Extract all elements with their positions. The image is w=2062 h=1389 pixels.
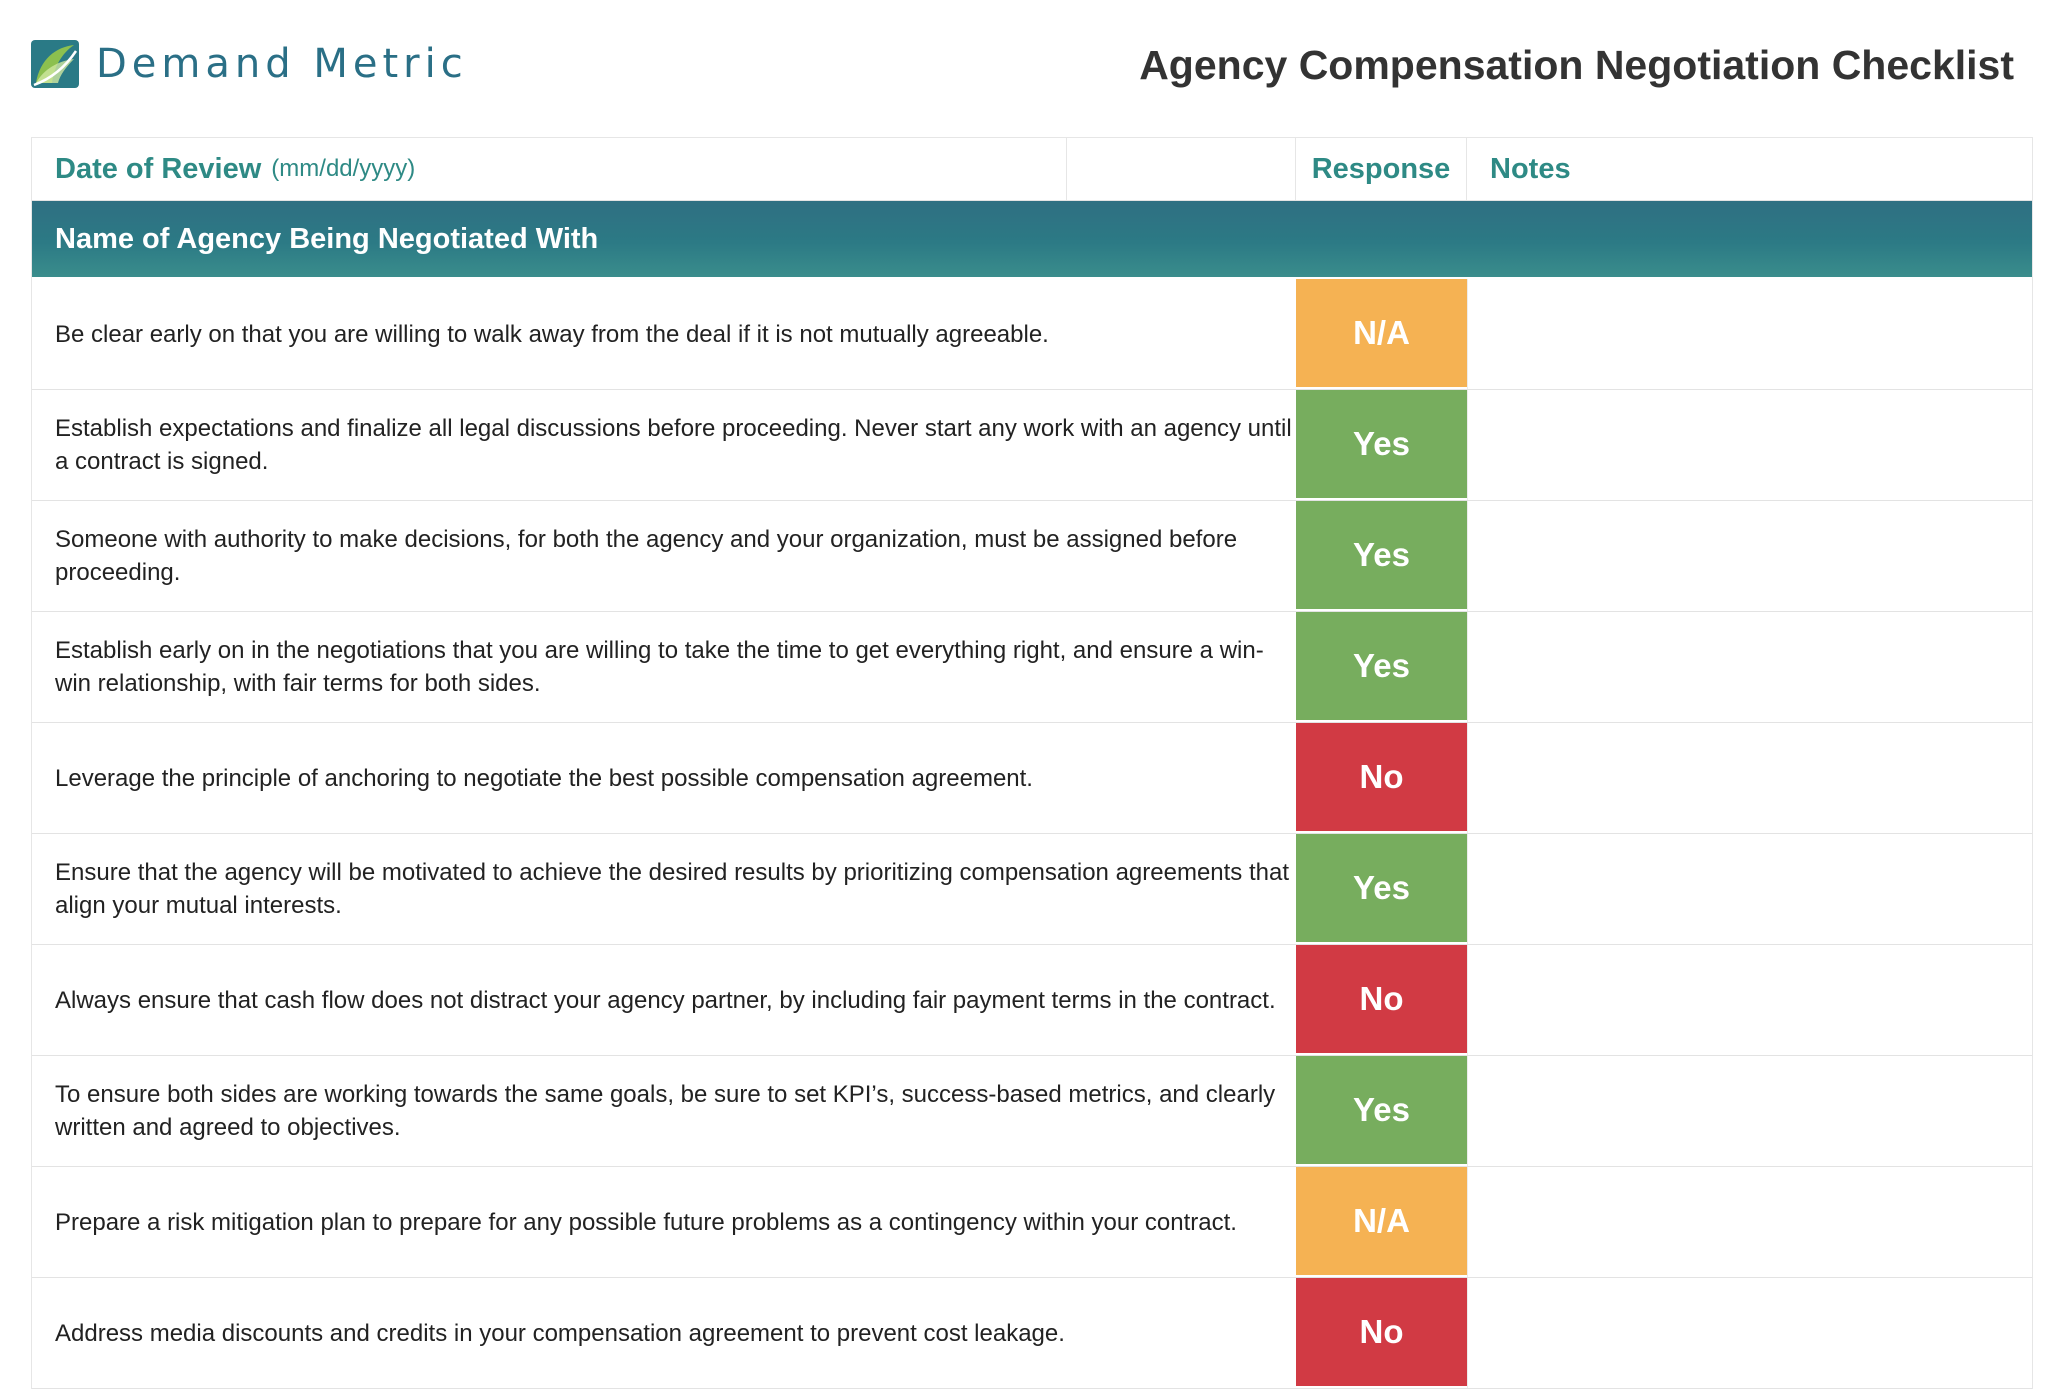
checklist-item-text-cell: Establish early on in the negotiations t… xyxy=(32,612,1296,722)
notes-field[interactable] xyxy=(1467,945,2032,1055)
checklist-item-text: Establish expectations and finalize all … xyxy=(55,415,1292,475)
checklist-items: Be clear early on that you are willing t… xyxy=(32,279,2032,1389)
checklist-item-text: Be clear early on that you are willing t… xyxy=(55,320,1049,348)
agency-name-label: Name of Agency Being Negotiated With xyxy=(55,222,599,255)
notes-field[interactable] xyxy=(1467,501,2032,611)
notes-field[interactable] xyxy=(1467,390,2032,500)
response-badge[interactable]: Yes xyxy=(1296,390,1467,500)
response-badge[interactable]: No xyxy=(1296,1278,1467,1388)
checklist-row: To ensure both sides are working towards… xyxy=(32,1056,2032,1167)
checklist-row: Leverage the principle of anchoring to n… xyxy=(32,723,2032,834)
page-header: Demand Metric Agency Compensation Negoti… xyxy=(0,0,2062,134)
page-title: Agency Compensation Negotiation Checklis… xyxy=(1139,42,2014,88)
brand[interactable]: Demand Metric xyxy=(30,36,468,92)
checklist-item-text-cell: Ensure that the agency will be motivated… xyxy=(32,834,1296,944)
response-badge[interactable]: N/A xyxy=(1296,1167,1467,1277)
notes-field[interactable] xyxy=(1467,279,2032,389)
checklist-item-text-cell: Be clear early on that you are willing t… xyxy=(32,279,1296,389)
checklist-item-text-cell: Always ensure that cash flow does not di… xyxy=(32,945,1296,1055)
checklist-item-text: Prepare a risk mitigation plan to prepar… xyxy=(55,1208,1237,1236)
date-of-review-field[interactable] xyxy=(1067,138,1296,200)
checklist-row: Prepare a risk mitigation plan to prepar… xyxy=(32,1167,2032,1278)
checklist-item-text-cell: Establish expectations and finalize all … xyxy=(32,390,1296,500)
checklist-item-text: Leverage the principle of anchoring to n… xyxy=(55,764,1033,792)
response-badge[interactable]: Yes xyxy=(1296,834,1467,944)
date-format-hint: (mm/dd/yyyy) xyxy=(271,155,416,182)
notes-field[interactable] xyxy=(1467,834,2032,944)
checklist-row: Always ensure that cash flow does not di… xyxy=(32,945,2032,1056)
checklist-row: Someone with authority to make decisions… xyxy=(32,501,2032,612)
checklist-table: Date of Review (mm/dd/yyyy) Response Not… xyxy=(31,137,2033,1389)
checklist-row: Establish early on in the negotiations t… xyxy=(32,612,2032,723)
response-badge[interactable]: No xyxy=(1296,723,1467,833)
response-badge[interactable]: Yes xyxy=(1296,501,1467,611)
checklist-row: Ensure that the agency will be motivated… xyxy=(32,834,2032,945)
notes-field[interactable] xyxy=(1467,1056,2032,1166)
notes-field[interactable] xyxy=(1467,723,2032,833)
notes-field[interactable] xyxy=(1467,1278,2032,1388)
notes-column-header: Notes xyxy=(1490,152,1571,185)
agency-name-band[interactable]: Name of Agency Being Negotiated With xyxy=(32,201,2032,279)
checklist-item-text: Establish early on in the negotiations t… xyxy=(55,637,1264,697)
notes-field[interactable] xyxy=(1467,1167,2032,1277)
checklist-row: Be clear early on that you are willing t… xyxy=(32,279,2032,390)
date-label-text: Date of Review xyxy=(55,152,262,185)
checklist-row: Establish expectations and finalize all … xyxy=(32,390,2032,501)
table-header-row: Date of Review (mm/dd/yyyy) Response Not… xyxy=(32,138,2032,201)
checklist-item-text-cell: Prepare a risk mitigation plan to prepar… xyxy=(32,1167,1296,1277)
date-of-review-label: Date of Review (mm/dd/yyyy) xyxy=(32,138,1067,200)
response-badge[interactable]: N/A xyxy=(1296,279,1467,389)
checklist-item-text-cell: Leverage the principle of anchoring to n… xyxy=(32,723,1296,833)
checklist-item-text-cell: Someone with authority to make decisions… xyxy=(32,501,1296,611)
checklist-item-text-cell: Address media discounts and credits in y… xyxy=(32,1278,1296,1388)
response-badge[interactable]: No xyxy=(1296,945,1467,1055)
checklist-item-text: Ensure that the agency will be motivated… xyxy=(55,859,1290,919)
checklist-row: Address media discounts and credits in y… xyxy=(32,1278,2032,1389)
checklist-item-text: Always ensure that cash flow does not di… xyxy=(55,986,1276,1014)
checklist-item-text: To ensure both sides are working towards… xyxy=(55,1081,1276,1141)
response-badge[interactable]: Yes xyxy=(1296,612,1467,722)
notes-field[interactable] xyxy=(1467,612,2032,722)
brand-name: Demand Metric xyxy=(96,41,468,87)
checklist-item-text: Address media discounts and credits in y… xyxy=(55,1319,1065,1347)
checklist-item-text: Someone with authority to make decisions… xyxy=(55,526,1238,586)
checklist-item-text-cell: To ensure both sides are working towards… xyxy=(32,1056,1296,1166)
response-badge[interactable]: Yes xyxy=(1296,1056,1467,1166)
response-column-header: Response xyxy=(1296,138,1467,200)
demand-metric-logo-icon xyxy=(31,40,79,88)
